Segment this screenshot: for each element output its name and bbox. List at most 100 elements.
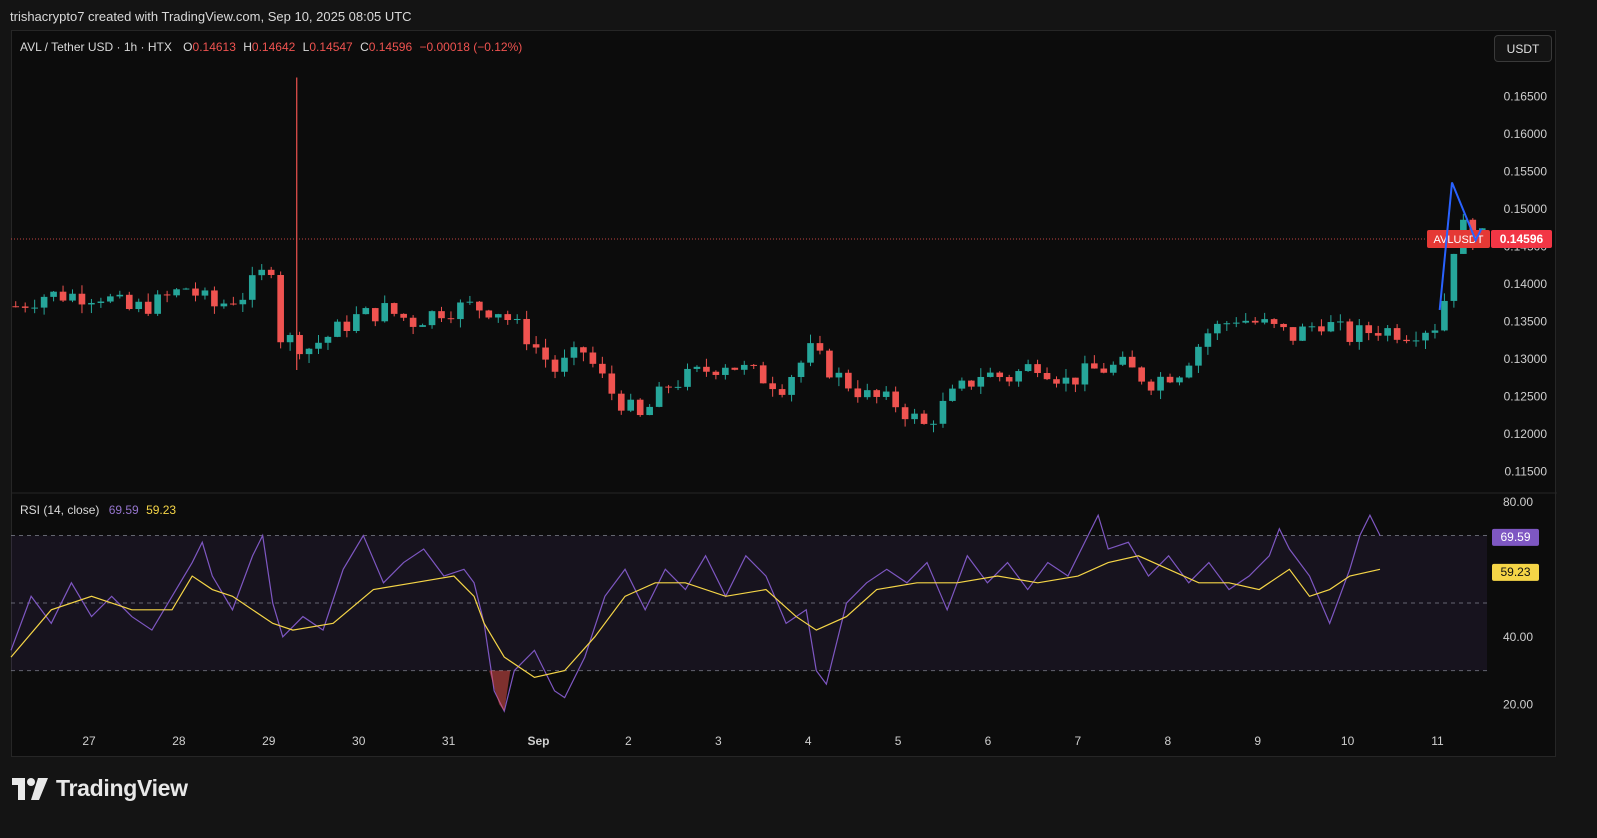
candle-body [324, 336, 332, 343]
candle-body [409, 317, 417, 327]
candle-body [627, 399, 635, 411]
candle-body [334, 321, 341, 337]
price-tick-label: 0.16000 [1504, 127, 1548, 141]
rsi-tick-label: 40.00 [1503, 630, 1533, 644]
candle-body [608, 373, 616, 394]
candle-body [466, 301, 474, 303]
candle-body [1024, 364, 1032, 372]
candle-body [400, 313, 407, 318]
candle-body [1327, 322, 1335, 332]
candle-body [674, 386, 682, 388]
candle-body [428, 311, 436, 326]
time-tick-label: 3 [715, 734, 722, 748]
close-value: 0.14596 [368, 40, 413, 54]
rsi-last-label: 69.59 [1500, 530, 1530, 544]
candle-body [930, 423, 937, 425]
candle-body [419, 325, 426, 327]
candle-body [1431, 330, 1439, 333]
candle-body [920, 413, 928, 424]
candle-body [513, 318, 521, 321]
candle-body [31, 307, 38, 309]
candle-body [201, 290, 209, 296]
candle-body [977, 376, 985, 387]
candle-body [485, 310, 493, 318]
candle-body [154, 294, 161, 314]
rsi-ma-line [10, 555, 1381, 678]
candle-body [1242, 320, 1250, 323]
candle-body [163, 294, 171, 296]
candle-body [107, 296, 114, 302]
candle-body [220, 303, 228, 307]
time-tick-label: 27 [82, 734, 96, 748]
candle-body [939, 400, 947, 424]
candle-body [315, 342, 322, 349]
candle-body [617, 393, 625, 411]
candle-body [542, 347, 549, 360]
candle-body [892, 391, 899, 408]
candle-body [362, 308, 370, 315]
candle-body [173, 289, 180, 296]
candle-body [1005, 377, 1013, 382]
candle-body [1422, 332, 1429, 341]
candle-body [438, 311, 445, 319]
candle-body [1374, 333, 1382, 336]
time-tick-label: 9 [1254, 734, 1261, 748]
candle-body [722, 367, 729, 375]
rsi-value: 69.59 [108, 503, 139, 517]
open-label: O [183, 40, 193, 54]
time-tick-label: 4 [805, 734, 812, 748]
candle-body [78, 293, 86, 305]
candle-body [703, 366, 710, 372]
time-tick-label: 31 [442, 734, 456, 748]
candle-body [211, 290, 218, 307]
candle-body [248, 275, 256, 300]
currency-button[interactable]: USDT [1494, 35, 1552, 62]
candle-body [958, 380, 966, 389]
candle-body [816, 343, 824, 351]
change-value: −0.00018 (−0.12%) [419, 40, 523, 54]
last-price-value: 0.14596 [1500, 232, 1544, 246]
price-tick-label: 0.14000 [1504, 277, 1548, 291]
candle-body [50, 291, 57, 297]
candle-body [863, 390, 871, 398]
tradingview-logo-text: TradingView [56, 775, 188, 801]
candle-body [1403, 339, 1410, 342]
symbol-label[interactable]: AVL / Tether USD · 1h · HTX [20, 40, 172, 54]
candle-body [996, 372, 1004, 378]
tradingview-logo[interactable]: TradingView [12, 775, 188, 802]
time-tick-label: 10 [1341, 734, 1355, 748]
candle-body [1346, 321, 1354, 342]
time-tick-label: 28 [172, 734, 186, 748]
candle-body [949, 388, 956, 401]
candle-body [277, 274, 284, 343]
time-tick-label: 6 [985, 734, 992, 748]
candle-body [1138, 367, 1145, 382]
time-tick-label: 11 [1431, 734, 1444, 748]
candle-body [69, 293, 76, 301]
rsi-legend: RSI (14, close) 69.59 59.23 [20, 503, 180, 517]
candle-body [873, 390, 881, 397]
candle-body [1176, 377, 1183, 383]
candle-body [580, 347, 587, 353]
rsi-title[interactable]: RSI (14, close) [20, 503, 100, 517]
candle-body [59, 291, 67, 301]
candle-body [97, 301, 105, 303]
candle-body [826, 350, 833, 378]
open-value: 0.14613 [192, 40, 236, 54]
tradingview-logo-icon [12, 777, 48, 800]
candle-body [1412, 340, 1420, 342]
candle-body [305, 348, 313, 355]
candle-body [778, 389, 786, 395]
candle-body [1062, 377, 1070, 384]
candle-body [570, 347, 578, 358]
candle-body [1091, 363, 1098, 369]
candle-body [561, 357, 568, 372]
candle-body [447, 318, 455, 320]
candle-body [1299, 326, 1306, 341]
candle-body [845, 372, 852, 389]
close-label: C [360, 40, 369, 54]
candle-body [390, 303, 398, 314]
candle-body [1043, 372, 1051, 380]
candle-body [182, 288, 190, 290]
